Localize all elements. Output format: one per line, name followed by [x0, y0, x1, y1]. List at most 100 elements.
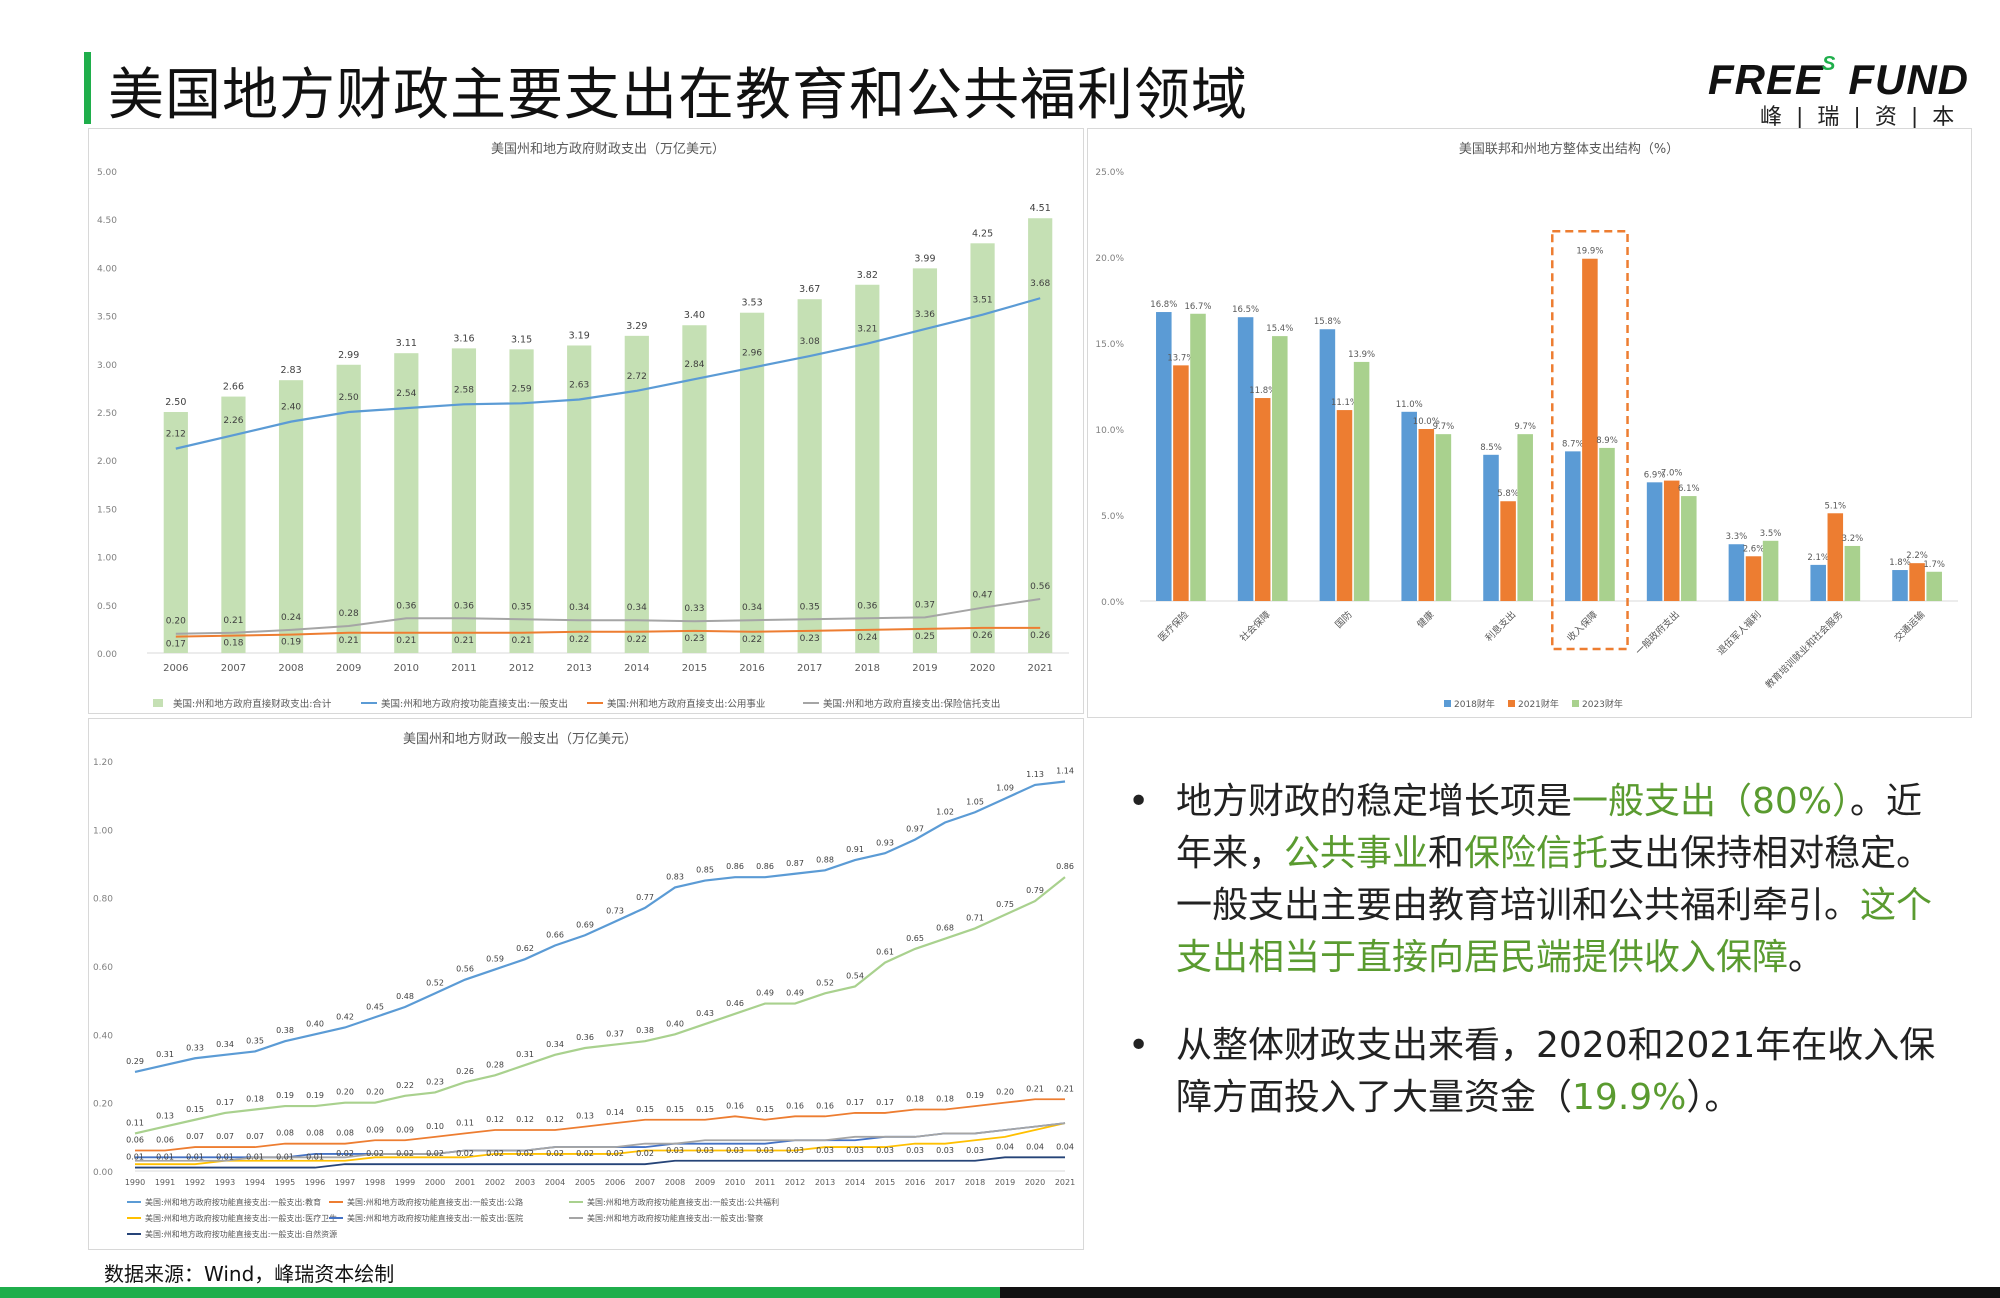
- x-tick-label: 2013: [815, 1178, 835, 1187]
- data-label: 0.75: [996, 900, 1014, 909]
- series-line: [134, 876, 1066, 1135]
- data-label: 0.09: [366, 1125, 384, 1134]
- data-label: 0.03: [876, 1146, 894, 1155]
- plain-text: 地方财政的稳定增长项是: [1176, 781, 1573, 822]
- data-label: 0.19: [276, 1091, 294, 1100]
- data-label: 2.83: [280, 365, 301, 376]
- plain-text: ）。: [1686, 1077, 1741, 1118]
- data-label: 0.49: [756, 989, 774, 998]
- data-label: 0.26: [1030, 631, 1050, 641]
- data-label: 0.35: [512, 602, 532, 612]
- x-tick-label: 2002: [485, 1178, 505, 1187]
- legend-label: 美国:州和地方政府直接支出:保险信托支出: [823, 698, 1000, 710]
- data-label: 3.16: [453, 333, 474, 344]
- data-label: 0.35: [800, 602, 820, 612]
- data-label: 0.02: [366, 1149, 384, 1158]
- data-label: 4.25: [972, 228, 993, 239]
- data-label: 0.02: [426, 1149, 444, 1158]
- x-tick-label: 2008: [278, 663, 303, 674]
- data-label: 3.53: [741, 298, 762, 309]
- data-label: 0.17: [166, 640, 186, 650]
- data-label: 0.21: [512, 636, 532, 646]
- data-label: 0.69: [576, 920, 594, 929]
- data-label: 0.61: [876, 948, 894, 957]
- data-label: 0.56: [1030, 582, 1050, 592]
- series-line: [135, 1122, 1066, 1159]
- y-tick-label: 0.40: [93, 1031, 113, 1041]
- data-label: 2.59: [512, 384, 532, 394]
- chart-title: 美国联邦和州地方整体支出结构（%）: [1459, 141, 1679, 157]
- x-tick-label: 一般政府支出: [1633, 609, 1682, 658]
- y-tick-label: 10.0%: [1095, 426, 1124, 436]
- data-label: 0.24: [281, 613, 301, 623]
- data-label: 0.45: [366, 1002, 384, 1011]
- footer-bar-black: [1000, 1287, 2000, 1298]
- data-label: 0.07: [246, 1132, 264, 1141]
- data-label: 0.13: [576, 1112, 594, 1121]
- legend-label: 美国:州和地方政府按功能直接支出:一般支出: [381, 698, 568, 710]
- data-label: 0.03: [666, 1146, 684, 1155]
- bar-1: [1827, 513, 1844, 601]
- series-line: [135, 1122, 1066, 1166]
- data-label: 0.93: [876, 838, 894, 847]
- bar-total: [912, 268, 938, 653]
- bar-0: [1728, 544, 1745, 601]
- bar-2: [1435, 434, 1452, 601]
- data-label: 0.02: [606, 1149, 624, 1158]
- data-label: 0.87: [786, 859, 804, 868]
- x-tick-label: 退伍军人福利: [1715, 609, 1764, 658]
- data-label: 0.03: [816, 1146, 834, 1155]
- data-label: 0.11: [126, 1118, 144, 1127]
- bar-total: [797, 299, 822, 653]
- plain-text: 支出保持相对稳定。一般支出主要由教育培训和公共福利牵引。: [1176, 833, 1933, 926]
- data-label: 0.88: [816, 855, 834, 864]
- data-label: 0.33: [186, 1043, 204, 1052]
- x-tick-label: 1994: [245, 1178, 265, 1187]
- data-label: 15.4%: [1266, 324, 1293, 334]
- x-tick-label: 2007: [221, 663, 246, 674]
- y-tick-label: 0.80: [93, 895, 113, 905]
- legend-label: 2021财年: [1518, 698, 1559, 710]
- x-tick-label: 社会保障: [1237, 608, 1273, 644]
- x-tick-label: 1999: [395, 1178, 415, 1187]
- bar-2: [1272, 336, 1288, 601]
- x-tick-label: 2012: [785, 1178, 805, 1187]
- series-line: [135, 1156, 1065, 1169]
- bar-total: [451, 348, 477, 653]
- data-label: 0.25: [915, 632, 935, 642]
- bar-total: [163, 412, 188, 653]
- data-label: 19.9%: [1576, 247, 1603, 257]
- legend-swatch: [1508, 700, 1515, 707]
- data-label: 15.8%: [1314, 317, 1341, 327]
- x-tick-label: 1997: [335, 1178, 355, 1187]
- legend-label: 美国:州和地方政府直接财政支出:合计: [173, 698, 332, 710]
- data-label: 2.58: [454, 385, 474, 395]
- data-label: 0.15: [756, 1105, 774, 1114]
- data-label: 2.84: [684, 360, 704, 370]
- data-label: 0.20: [336, 1088, 354, 1097]
- plain-text: 从整体财政支出来看，2020和2021年在收入保障方面投入了大量资金（: [1176, 1025, 1936, 1118]
- highlight-text: 这个支出相当于直接向居民端提供收入保障: [1176, 885, 1933, 978]
- y-tick-label: 15.0%: [1095, 340, 1124, 350]
- data-label: 0.49: [786, 989, 804, 998]
- y-tick-label: 1.20: [93, 758, 113, 768]
- data-label: 0.77: [636, 893, 654, 902]
- data-label: 3.40: [684, 310, 705, 321]
- data-label: 1.13: [1026, 770, 1044, 779]
- data-label: 0.33: [684, 604, 704, 614]
- bar-total: [394, 353, 419, 653]
- legend-label: 美国:州和地方政府按功能直接支出:一般支出:教育: [145, 1197, 321, 1207]
- legend-swatch: [153, 699, 163, 707]
- data-label: 0.03: [906, 1146, 924, 1155]
- data-label: 0.24: [857, 633, 877, 643]
- data-label: 0.11: [456, 1118, 474, 1127]
- data-label: 0.04: [1056, 1142, 1074, 1151]
- legend-label: 美国:州和地方政府按功能直接支出:一般支出:医疗卫生: [145, 1213, 337, 1223]
- series-line: [135, 1098, 1065, 1152]
- x-tick-label: 2010: [725, 1178, 745, 1187]
- data-label: 0.83: [666, 872, 684, 881]
- data-label: 0.62: [516, 944, 534, 953]
- data-label: 0.15: [636, 1105, 654, 1114]
- data-label: 0.15: [666, 1105, 684, 1114]
- x-tick-label: 2015: [682, 663, 707, 674]
